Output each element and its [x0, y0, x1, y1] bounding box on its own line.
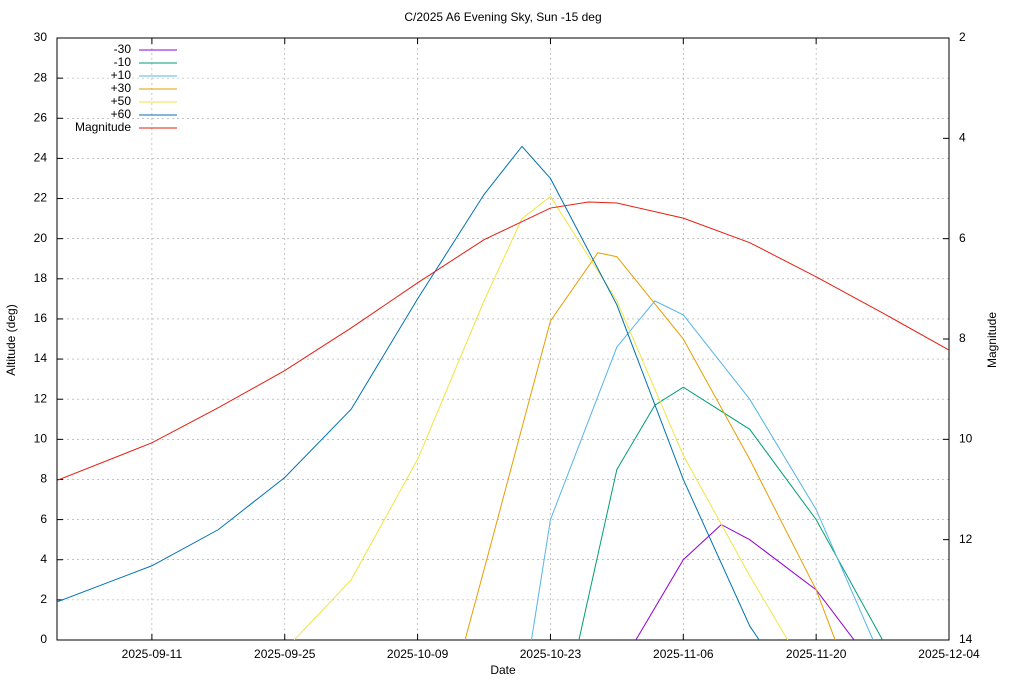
series-line	[635, 524, 855, 640]
x-tick-label: 2025-09-25	[254, 647, 316, 661]
series-line	[57, 145, 760, 640]
y-tick-label: 22	[34, 191, 48, 205]
y2-tick-label: 4	[959, 131, 966, 145]
y-tick-label: 14	[34, 351, 48, 365]
y2-tick-label: 6	[959, 231, 966, 245]
y2-tick-label: 14	[959, 632, 973, 646]
legend-label: +50	[111, 94, 132, 108]
y-tick-label: 28	[34, 70, 48, 84]
legend-label: +10	[111, 68, 132, 82]
legend-label: +60	[111, 107, 132, 121]
plot-area	[57, 145, 949, 640]
y-tick-label: 16	[34, 311, 48, 325]
y2-tick-label: 2	[959, 30, 966, 44]
x-tick-label: 2025-12-04	[918, 647, 980, 661]
y2-tick-label: 10	[959, 432, 973, 446]
y-tick-label: 10	[34, 432, 48, 446]
plot-frame	[56, 37, 950, 641]
x-tick-label: 2025-11-20	[786, 647, 847, 661]
x-tick-label: 2025-10-09	[387, 647, 449, 661]
series-line	[530, 300, 874, 640]
y-tick-label: 26	[34, 110, 48, 124]
y-tick-label: 0	[40, 632, 47, 646]
y-tick-label: 6	[40, 512, 47, 526]
legend-label: +30	[111, 81, 132, 95]
x-tick-label: 2025-10-23	[520, 647, 582, 661]
y-tick-label: 20	[34, 231, 48, 245]
series-line	[293, 195, 789, 640]
y-tick-label: 24	[34, 151, 48, 165]
legend-label: -10	[114, 55, 132, 69]
y-axis-label: Altitude (deg)	[4, 304, 18, 375]
y-tick-label: 8	[40, 472, 47, 486]
y-tick-label: 12	[34, 391, 48, 405]
y-tick-label: 18	[34, 271, 48, 285]
y2-axis-label: Magnitude	[985, 312, 999, 368]
y-tick-label: 30	[34, 30, 48, 44]
series-line	[464, 252, 836, 640]
series-line	[578, 386, 884, 640]
y2-tick-label: 8	[959, 331, 966, 345]
legend-label: Magnitude	[75, 120, 131, 134]
y-tick-label: 2	[40, 592, 47, 606]
legend-label: -30	[114, 42, 132, 56]
x-axis-label: Date	[490, 663, 516, 677]
x-tick-label: 2025-09-11	[122, 647, 183, 661]
series-line	[57, 201, 949, 481]
x-tick-label: 2025-11-06	[653, 647, 714, 661]
chart-title: C/2025 A6 Evening Sky, Sun -15 deg	[404, 10, 601, 24]
y2-tick-label: 12	[959, 532, 973, 546]
y-tick-label: 4	[40, 552, 47, 566]
